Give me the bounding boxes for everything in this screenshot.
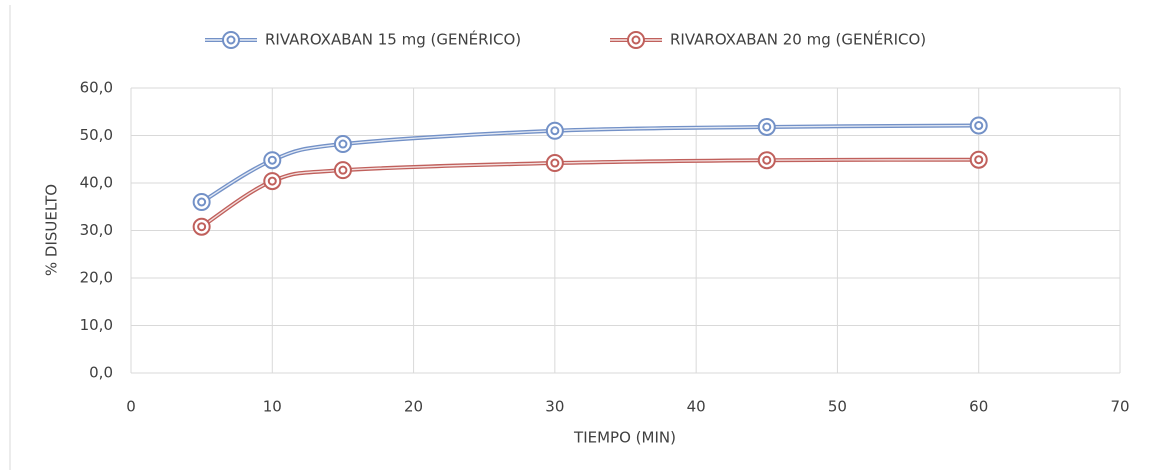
legend-label: RIVAROXABAN 15 mg (GENÉRICO) — [265, 30, 521, 49]
y-tick-label: 40,0 — [80, 174, 113, 192]
marker-inner — [197, 222, 207, 232]
x-tick-label: 50 — [828, 398, 847, 416]
marker-inner — [762, 122, 772, 132]
y-tick-label: 0,0 — [89, 364, 113, 382]
marker-inner — [197, 197, 207, 207]
y-axis-title: % DISUELTO — [43, 184, 61, 276]
y-tick-label: 50,0 — [80, 126, 113, 144]
x-tick-label: 20 — [404, 398, 423, 416]
y-tick-label: 30,0 — [80, 221, 113, 239]
y-tick-label: 60,0 — [80, 79, 113, 97]
legend-label: RIVAROXABAN 20 mg (GENÉRICO) — [670, 30, 926, 49]
series-line — [200, 157, 979, 229]
x-tick-label: 0 — [126, 398, 136, 416]
marker-inner — [762, 155, 772, 165]
marker-inner — [974, 121, 984, 131]
x-tick-label: 30 — [545, 398, 564, 416]
marker-inner — [267, 155, 277, 165]
x-tick-label: 10 — [263, 398, 282, 416]
y-tick-label: 10,0 — [80, 316, 113, 334]
marker-inner — [631, 35, 641, 45]
x-tick-label: 40 — [687, 398, 706, 416]
y-tick-label: 20,0 — [80, 269, 113, 287]
marker-inner — [550, 126, 560, 136]
marker-inner — [338, 139, 348, 149]
x-tick-label: 70 — [1110, 398, 1129, 416]
marker-inner — [550, 158, 560, 168]
x-axis-title: TIEMPO (MIN) — [573, 429, 676, 447]
marker-inner — [267, 176, 277, 186]
x-tick-label: 60 — [969, 398, 988, 416]
marker-inner — [226, 35, 236, 45]
marker-inner — [338, 165, 348, 175]
marker-inner — [974, 155, 984, 165]
